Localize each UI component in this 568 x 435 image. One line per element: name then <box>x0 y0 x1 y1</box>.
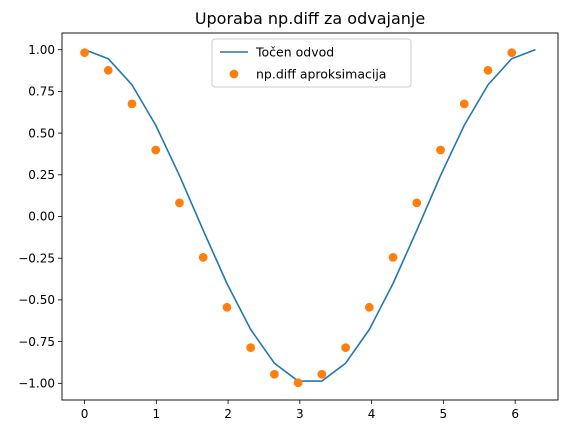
series-point-np-diff <box>317 369 327 379</box>
series-point-np-diff <box>388 252 398 262</box>
y-tick-label: 1.00 <box>28 43 55 57</box>
y-tick-label: −0.25 <box>18 251 55 265</box>
x-tick-label: 6 <box>511 407 519 421</box>
x-tick-label: 5 <box>440 407 448 421</box>
x-tick-label: 1 <box>152 407 160 421</box>
x-tick-label: 4 <box>368 407 376 421</box>
series-point-np-diff <box>175 198 184 208</box>
series-point-np-diff <box>246 343 256 353</box>
chart-title: Uporaba np.diff za odvajanje <box>195 9 425 28</box>
y-tick-label: −0.50 <box>18 293 55 307</box>
legend: Točen odvod np.diff aproksimacija <box>211 38 412 88</box>
axes: 0 1 2 3 4 5 6 −1.00 −0.75 −0.50 −0.25 0.00 0.25 0.50 0… <box>18 32 559 421</box>
legend-marker-swatch <box>229 69 239 79</box>
series-point-np-diff <box>507 48 517 58</box>
x-tick-label: 2 <box>224 407 232 421</box>
series-point-np-diff <box>293 378 303 388</box>
series-point-np-diff <box>483 65 493 75</box>
y-tick-label: −0.75 <box>18 335 55 349</box>
x-tick-label: 0 <box>81 407 89 421</box>
series-point-np-diff <box>459 99 469 109</box>
series-point-np-diff <box>364 302 374 312</box>
legend-box <box>211 38 412 88</box>
y-tick-label: 0.00 <box>28 210 55 224</box>
y-tick-label: 0.50 <box>28 126 55 140</box>
series-point-np-diff <box>222 302 232 312</box>
legend-label: Točen odvod <box>255 45 334 60</box>
series-point-np-diff <box>103 65 113 75</box>
legend-label: np.diff aproksimacija <box>256 67 386 82</box>
plot-area <box>80 48 536 388</box>
axes-frame <box>61 32 559 401</box>
series-point-np-diff <box>198 252 208 262</box>
series-point-np-diff <box>412 198 422 208</box>
series-point-np-diff <box>270 369 279 379</box>
y-tick-label: −1.00 <box>18 377 55 391</box>
series-point-np-diff <box>436 145 445 155</box>
series-point-np-diff <box>341 343 350 353</box>
x-tick-label: 3 <box>296 407 304 421</box>
y-tick-label: 0.25 <box>28 168 55 182</box>
y-tick-label: 0.75 <box>28 85 55 99</box>
series-point-np-diff <box>151 145 161 155</box>
series-point-np-diff <box>80 48 89 58</box>
series-line-exact-derivative <box>84 48 536 382</box>
series-point-np-diff <box>127 99 137 109</box>
